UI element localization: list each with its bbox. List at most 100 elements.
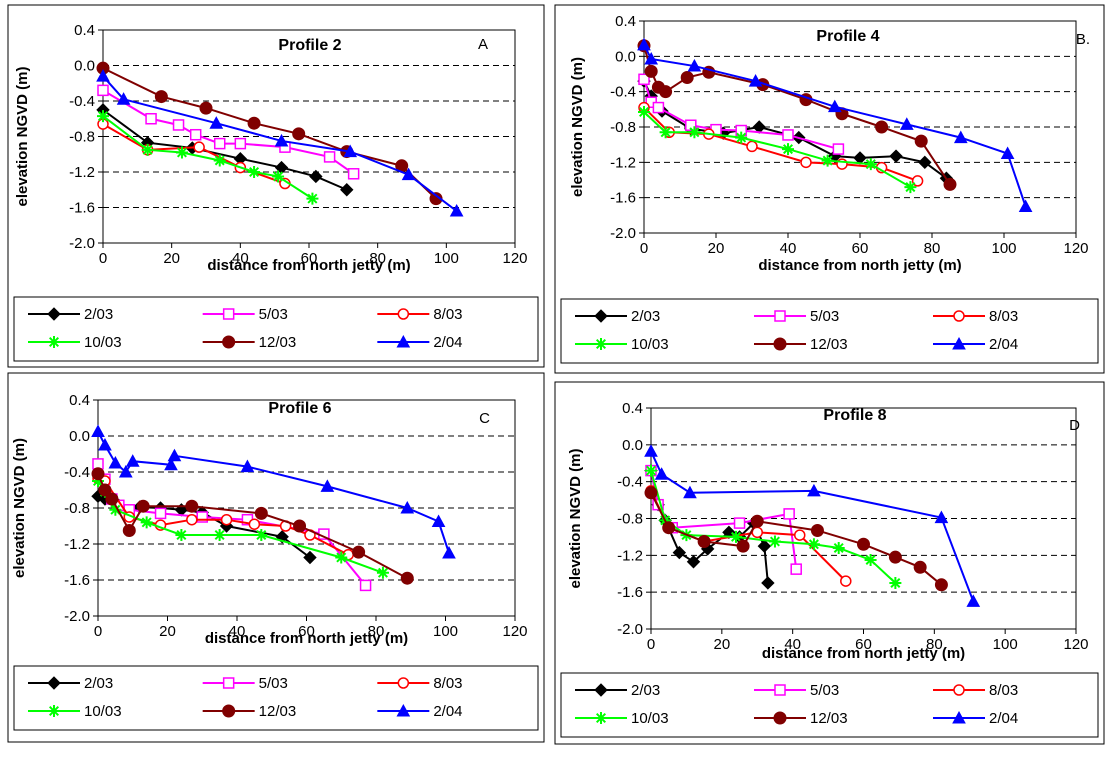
legend-label: 2/04	[433, 703, 462, 720]
point-12-03-5	[810, 523, 824, 537]
x-tick-label: 100	[991, 240, 1016, 257]
x-axis-label: distance from north jetty (m)	[207, 257, 410, 274]
point-12-03-0	[222, 704, 236, 718]
legend-item-5-03: 5/03	[202, 306, 288, 323]
point-10-03-5	[807, 538, 820, 551]
legend-label: 2/04	[989, 336, 1018, 353]
legend-label: 10/03	[84, 703, 122, 720]
x-tick-label: 120	[502, 623, 527, 640]
series-5-03	[97, 84, 360, 180]
x-tick-label: 40	[780, 240, 797, 257]
legend-item-5-03: 5/03	[754, 682, 839, 699]
y-tick-label: -0.4	[64, 464, 90, 481]
point-5-03-7	[323, 151, 336, 163]
legend-label: 5/03	[259, 306, 288, 323]
chart-title: Profile 6	[268, 400, 331, 417]
x-tick-label: 60	[852, 240, 869, 257]
point-5-03-3	[189, 128, 202, 141]
point-10-03-0	[97, 110, 109, 123]
chart-panel-profile-6: 0.4 0.0 -0.4 -0.8 -1.2 -1.6 -2.00 20 40 60 80 100 12…	[7, 372, 545, 743]
point-2-04-0	[637, 37, 651, 51]
panel-label: B.	[1076, 31, 1090, 48]
point-8-03-0	[397, 308, 410, 320]
legend-item-10-03: 10/03	[575, 336, 669, 353]
x-tick-label: 0	[94, 623, 102, 640]
x-tick-label: 120	[1063, 240, 1088, 257]
point-2-04-4	[934, 510, 949, 524]
x-tick-label: 80	[926, 636, 943, 653]
point-2-04-10	[431, 514, 446, 527]
y-tick-label: -1.6	[64, 572, 90, 589]
x-tick-label: 40	[229, 623, 246, 640]
point-10-03-2	[688, 126, 701, 139]
point-2-04-5	[164, 457, 178, 471]
point-2-04-0	[96, 69, 110, 82]
y-tick-label: -1.6	[617, 584, 643, 601]
point-2-04-5	[966, 594, 981, 607]
y-tick-label: -1.2	[617, 547, 643, 564]
point-2-03-10	[761, 576, 775, 590]
point-5-03-1	[145, 113, 157, 125]
legend-label: 5/03	[259, 675, 288, 692]
point-10-03-4	[175, 529, 188, 541]
point-10-03-3	[735, 131, 748, 144]
point-8-03-6	[248, 518, 261, 530]
legend-label: 2/03	[631, 308, 660, 325]
chart-panel-profile-2: 0.4 0.0 -0.4 -0.8 -1.2 -1.6 -2.00 20 40 60 80 100 12…	[7, 4, 545, 368]
point-2-04-5	[899, 117, 914, 130]
point-2-04-4	[827, 99, 842, 113]
legend: 2/03 5/03 8/03 10/03 12/03 2/04	[13, 665, 539, 731]
x-tick-label: 20	[159, 623, 176, 640]
legend-item-8-03: 8/03	[933, 308, 1018, 325]
point-2-03-9	[889, 149, 903, 163]
legend-label: 8/03	[433, 306, 462, 323]
y-tick-label: -0.4	[617, 474, 643, 491]
point-2-04-3	[807, 483, 821, 497]
point-10-03-0	[48, 336, 60, 348]
point-8-03-0	[953, 684, 965, 696]
series-2-04	[644, 444, 981, 607]
x-tick-label: 80	[369, 250, 386, 267]
point-2-04-1	[116, 92, 131, 105]
legend-item-2-03: 2/03	[575, 682, 660, 699]
y-tick-label: 0.0	[69, 428, 90, 445]
chart-title: Profile 4	[816, 28, 879, 45]
y-tick-label: 0.0	[615, 48, 636, 65]
legend-item-2-04: 2/04	[377, 703, 463, 720]
point-12-03-2	[199, 101, 213, 115]
x-tick-label: 100	[993, 636, 1018, 653]
legend-label: 5/03	[810, 682, 839, 699]
legend-label: 2/04	[989, 710, 1018, 727]
point-8-03-4	[800, 156, 812, 169]
x-tick-label: 80	[924, 240, 941, 257]
point-12-03-7	[293, 519, 307, 533]
chart-title: Profile 8	[823, 407, 886, 424]
point-5-03-0	[222, 308, 235, 320]
point-10-03-0	[595, 712, 607, 724]
point-5-03-5	[154, 507, 167, 520]
point-2-03-3	[672, 545, 687, 560]
point-12-03-0	[222, 335, 236, 349]
point-2-03-4	[686, 555, 701, 569]
legend-label: 10/03	[631, 336, 669, 353]
point-12-03-1	[98, 483, 112, 497]
point-5-03-5	[234, 137, 247, 150]
panel-label: A	[478, 36, 488, 53]
x-tick-label: 0	[640, 240, 648, 257]
point-10-03-0	[595, 338, 607, 350]
point-12-03-4	[680, 71, 694, 85]
y-tick-label: -1.6	[610, 190, 636, 207]
x-tick-label: 120	[1063, 636, 1088, 653]
point-10-03-5	[272, 170, 285, 183]
series-line	[650, 492, 943, 586]
x-tick-label: 0	[99, 250, 107, 267]
point-2-04-0	[91, 424, 105, 437]
point-10-03-5	[213, 529, 226, 541]
point-12-03-3	[247, 116, 261, 130]
point-10-03-8	[376, 566, 389, 579]
legend-label: 2/03	[84, 675, 113, 692]
legend-item-2-03: 2/03	[28, 306, 113, 323]
x-tick-label: 40	[232, 250, 249, 267]
point-10-03-3	[213, 154, 226, 167]
x-axis-label: distance from north jetty (m)	[758, 257, 961, 274]
